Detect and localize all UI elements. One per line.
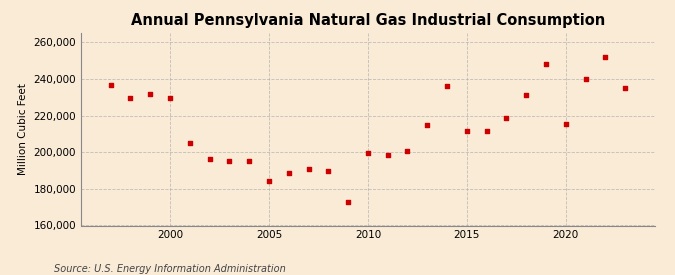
Point (184, 141, 195, 145)
Point (323, 168, 333, 173)
Y-axis label: Million Cubic Feet: Million Cubic Feet (18, 83, 28, 175)
Point (402, 149, 413, 153)
Point (481, 129, 492, 133)
Title: Annual Pennsylvania Natural Gas Industrial Consumption: Annual Pennsylvania Natural Gas Industri… (131, 13, 605, 28)
Point (105, 83, 116, 87)
Point (382, 153, 393, 157)
Point (165, 96, 176, 100)
Point (620, 86, 630, 90)
Point (560, 122, 571, 126)
Point (343, 199, 354, 204)
Point (362, 151, 373, 155)
Point (205, 156, 215, 161)
Point (244, 159, 254, 164)
Point (224, 159, 235, 164)
Point (520, 93, 531, 98)
Point (541, 62, 551, 66)
Point (125, 96, 136, 100)
Point (422, 122, 433, 127)
Point (462, 129, 472, 133)
Text: Source: U.S. Energy Information Administration: Source: U.S. Energy Information Administ… (54, 264, 286, 274)
Point (600, 55, 611, 59)
Point (145, 92, 156, 97)
Point (263, 179, 274, 184)
Point (501, 116, 512, 120)
Point (441, 84, 452, 88)
Point (284, 171, 294, 175)
Point (580, 77, 591, 81)
Point (303, 166, 314, 171)
